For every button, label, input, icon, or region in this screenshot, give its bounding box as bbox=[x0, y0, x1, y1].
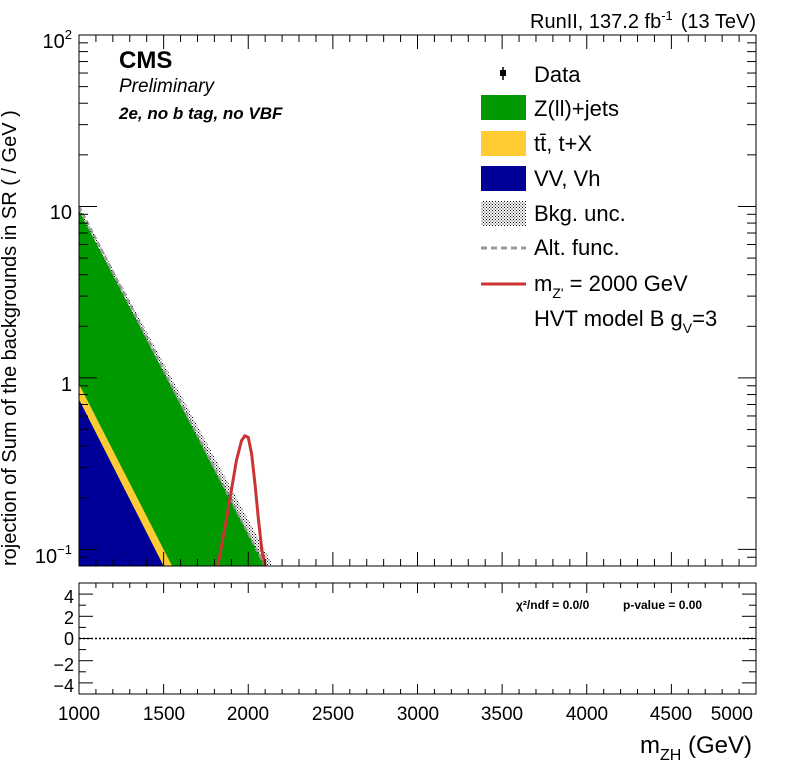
legend-swatch-vv bbox=[481, 166, 526, 191]
ratio-ytick-label-0: 0 bbox=[64, 629, 74, 649]
xtick-label-1500: 1500 bbox=[143, 704, 185, 725]
xtick-label-3500: 3500 bbox=[481, 704, 523, 725]
ytick-label-10: 10 bbox=[50, 202, 72, 224]
xtick-label-1000: 1000 bbox=[58, 704, 100, 725]
legend-item-bkg-unc: Bkg. unc. bbox=[481, 201, 626, 226]
ytick-label-1: 1 bbox=[61, 374, 72, 396]
legend-swatch-bkg-unc bbox=[481, 201, 526, 226]
signal-curve bbox=[216, 434, 267, 566]
vv-area bbox=[79, 399, 164, 566]
xtick-label-4500: 4500 bbox=[650, 704, 692, 725]
main-pad: 102 10 1 10−1 rojection of Sum of the ba… bbox=[0, 27, 757, 568]
ratio-ytick-label-2: 2 bbox=[64, 608, 74, 628]
xtick-label-5000: 5000 bbox=[711, 704, 753, 725]
cms-status: Preliminary bbox=[119, 76, 216, 97]
x-axis-title: mZH (GeV) bbox=[640, 732, 752, 764]
stacked-backgrounds bbox=[79, 205, 274, 566]
ytick-label-100: 102 bbox=[43, 27, 72, 53]
legend-item-signal: mZ' = 2000 GeV bbox=[481, 271, 688, 301]
legend-label-vv: VV, Vh bbox=[534, 166, 600, 191]
legend-item-alt-func: Alt. func. bbox=[481, 235, 620, 260]
category-label: 2e, no b tag, no VBF bbox=[118, 104, 283, 123]
legend-swatch-zjets bbox=[481, 95, 526, 120]
xtick-label-3000: 3000 bbox=[397, 704, 439, 725]
lumi-label: RunII, 137.2 fb-1 (13 TeV) bbox=[530, 8, 756, 33]
ratio-ytick-label-m4: −4 bbox=[53, 676, 74, 696]
x-tick-labels: 1000 1500 2000 2500 3000 3500 4000 4500 … bbox=[58, 704, 753, 725]
ratio-ytick-label-4: 4 bbox=[64, 587, 74, 607]
legend-swatch-ttbar bbox=[481, 131, 526, 156]
y-axis-title: rojection of Sum of the backgrounds in S… bbox=[0, 110, 21, 566]
ratio-ytick-label-m2: −2 bbox=[53, 655, 74, 675]
legend-item-ttbar: tt̄, t+X bbox=[481, 131, 592, 156]
legend-label-ttbar: tt̄, t+X bbox=[534, 131, 592, 156]
legend-label-bkg-unc: Bkg. unc. bbox=[534, 201, 626, 226]
xtick-label-4000: 4000 bbox=[566, 704, 608, 725]
legend-item-model: HVT model B gV=3 bbox=[534, 306, 717, 336]
cms-logo: CMS bbox=[119, 47, 172, 74]
legend-item-zjets: Z(ll)+jets bbox=[481, 95, 619, 121]
legend-label-signal: mZ' = 2000 GeV bbox=[534, 271, 688, 301]
ratio-axis-ticks bbox=[78, 583, 757, 694]
legend-item-vv: VV, Vh bbox=[481, 166, 600, 191]
ratio-pad: 4 2 0 −2 −4 χ²/ndf = 0.0/0 p-value = 0.0… bbox=[53, 582, 757, 696]
xtick-label-2000: 2000 bbox=[227, 704, 269, 725]
legend-label-alt-func: Alt. func. bbox=[534, 235, 620, 260]
legend-data-marker bbox=[500, 70, 506, 76]
pvalue-label: p-value = 0.00 bbox=[623, 598, 702, 612]
legend-label-zjets: Z(ll)+jets bbox=[534, 96, 619, 121]
legend-label-data: Data bbox=[534, 62, 581, 87]
ytick-label-0p1: 10−1 bbox=[35, 542, 72, 568]
chi2-label: χ²/ndf = 0.0/0 bbox=[516, 598, 590, 612]
main-axis-ticks bbox=[78, 34, 757, 567]
legend: Data Z(ll)+jets tt̄, t+X VV, Vh Bkg. unc… bbox=[481, 62, 717, 336]
legend-item-data: Data bbox=[500, 62, 581, 87]
xtick-label-2500: 2500 bbox=[312, 704, 354, 725]
alt-func-line bbox=[79, 205, 267, 566]
legend-label-model: HVT model B gV=3 bbox=[534, 306, 717, 336]
